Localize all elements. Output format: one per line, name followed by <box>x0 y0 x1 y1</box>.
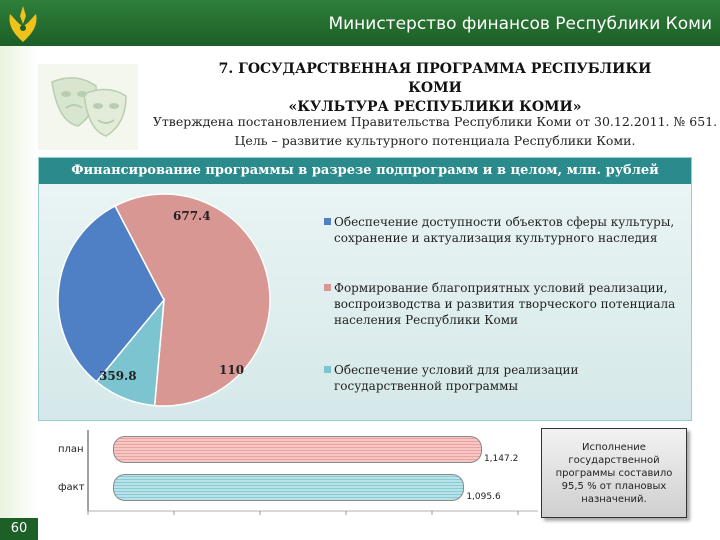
legend-swatch <box>324 366 331 373</box>
bar-value-label: 1,147.2 <box>483 454 519 464</box>
page-number: 60 <box>0 518 38 540</box>
bar-category-label: план <box>58 444 84 455</box>
pie-data-label: 359.8 <box>99 369 137 383</box>
legend-label: Формирование благоприятных условий реали… <box>334 281 676 327</box>
legend-swatch <box>324 284 331 291</box>
theatre-masks-icon <box>38 64 138 150</box>
chart-area: 359.8 677.4 110 Обеспечение доступности об… <box>39 184 691 420</box>
program-title-line2: «КУЛЬТУРА РЕСПУБЛИКИ КОМИ» <box>288 99 582 115</box>
bar-plan <box>113 436 482 463</box>
legend-label: Обеспечение доступности объектов сферы к… <box>334 215 675 245</box>
bar-axis <box>87 430 538 515</box>
program-description-line2: Цель – развитие культурного потенциала Р… <box>234 133 636 148</box>
chart-title: Финансирование программы в разрезе подпр… <box>39 158 691 184</box>
left-decoration <box>0 46 38 540</box>
header-title: Министерство финансов Республики Коми <box>328 14 712 34</box>
legend-item: Обеспечение условий для реализации госуд… <box>324 362 684 394</box>
legend-swatch <box>324 218 331 225</box>
pie-chart: 359.8 677.4 110 <box>57 193 271 407</box>
legend-item: Формирование благоприятных условий реали… <box>324 280 684 328</box>
pie-data-label: 677.4 <box>173 209 211 223</box>
legend-item: Обеспечение доступности объектов сферы к… <box>324 214 684 246</box>
program-description: Утверждена постановлением Правительства … <box>150 112 720 150</box>
pie-chart-panel: Финансирование программы в разрезе подпр… <box>38 157 692 421</box>
program-title: 7. ГОСУДАРСТВЕННАЯ ПРОГРАММА РЕСПУБЛИКИ … <box>190 60 680 117</box>
pie-slice <box>114 193 271 407</box>
execution-callout: Исполнение государственной программы сос… <box>541 428 687 518</box>
bar-fact <box>113 474 465 501</box>
bar-category-label: факт <box>58 482 85 493</box>
bar-chart: план 1,147.2 факт 1,095.6 <box>0 425 540 540</box>
header-bar: Министерство финансов Республики Коми <box>0 0 720 46</box>
legend-label: Обеспечение условий для реализации госуд… <box>334 363 579 393</box>
emblem-icon <box>9 6 37 42</box>
program-title-line1: 7. ГОСУДАРСТВЕННАЯ ПРОГРАММА РЕСПУБЛИКИ … <box>218 61 652 96</box>
bar-value-label: 1,095.6 <box>466 492 501 502</box>
pie-slice <box>57 204 165 383</box>
program-description-line1: Утверждена постановлением Правительства … <box>152 114 718 129</box>
pie-data-label: 110 <box>219 363 244 377</box>
